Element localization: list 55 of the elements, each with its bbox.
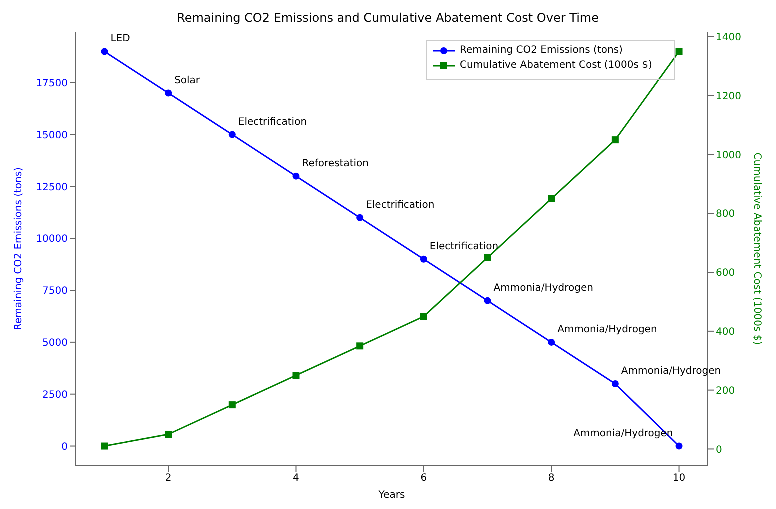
point: [356, 342, 364, 350]
x-tick-label: 2: [165, 473, 172, 484]
point: [420, 256, 428, 263]
chart-title: Remaining CO2 Emissions and Cumulative Abatement Cost Over Time: [177, 11, 599, 25]
point: [292, 172, 300, 180]
annotation: Electrification: [238, 116, 308, 128]
y-axis-title: Remaining CO2 Emissions (tons): [14, 167, 25, 330]
y-tick-label: 17500: [36, 78, 68, 90]
y2-tick-label: 600: [716, 268, 736, 280]
point: [676, 48, 683, 56]
annotation: Reforestation: [302, 158, 369, 170]
x-tick-label: 10: [672, 473, 686, 484]
point: [292, 372, 300, 380]
legend-label: Cumulative Abatement Cost (1000s $): [460, 60, 652, 71]
y2-tick-label: 400: [716, 326, 736, 338]
annotation: Electrification: [430, 241, 499, 252]
x-axis-title: Years: [378, 490, 406, 501]
y2-tick-label: 1400: [716, 32, 742, 44]
y-tick-label: 2500: [42, 390, 68, 401]
y2-axis-title: Cumulative Abatement Cost (1000s $): [751, 152, 762, 346]
point: [548, 338, 556, 346]
point: [548, 195, 556, 202]
annotation: Ammonia/Hydrogen: [558, 324, 658, 336]
y-tick-label: 15000: [36, 130, 68, 142]
point: [612, 380, 619, 388]
y2-tick-label: 800: [716, 209, 736, 220]
x-tick-label: 6: [420, 473, 428, 484]
point: [612, 136, 619, 144]
y-tick-label: 0: [62, 442, 68, 453]
point: [101, 442, 108, 450]
y2-tick-label: 0: [716, 444, 722, 456]
point: [420, 313, 428, 320]
annotation: Electrification: [366, 200, 435, 211]
point: [676, 442, 683, 450]
legend-label: Remaining CO2 Emissions (tons): [460, 45, 623, 56]
point: [165, 430, 172, 438]
annotation: Solar: [174, 75, 201, 86]
x-tick-label: 8: [548, 473, 555, 484]
y2-tick-label: 1000: [716, 150, 742, 162]
point: [165, 90, 172, 97]
x-tick-label: 4: [293, 473, 300, 484]
y2-tick-label: 200: [716, 386, 736, 397]
y-tick-label: 5000: [42, 338, 68, 349]
point: [228, 402, 236, 409]
y-tick-label: 12500: [36, 182, 68, 194]
y2-tick-label: 1200: [716, 91, 742, 102]
point: [484, 297, 492, 304]
point: [101, 48, 108, 56]
y-tick-label: 7500: [42, 286, 68, 298]
annotation: LED: [110, 34, 131, 45]
point: [356, 214, 364, 222]
annotation: Ammonia/Hydrogen: [494, 282, 594, 294]
point: [228, 131, 236, 138]
y-tick-label: 10000: [36, 234, 68, 246]
point: [484, 254, 492, 262]
